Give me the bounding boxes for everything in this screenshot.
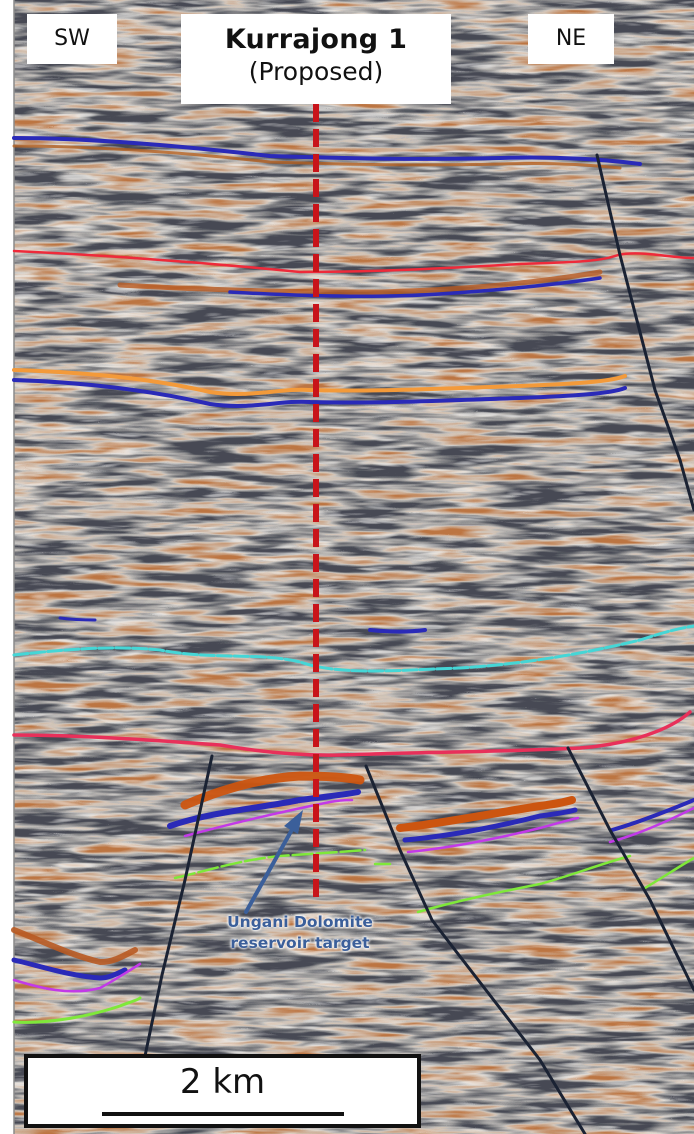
reservoir-orange-left: [180, 771, 365, 810]
scale-label: 2 km: [179, 1062, 266, 1102]
horizon-green-far-right: [643, 856, 694, 890]
reservoir-purple-left: [183, 798, 354, 838]
horizon-orange-middle: [12, 368, 627, 396]
lower-left-blue: [11, 957, 128, 981]
horizon-green-mid: [173, 848, 367, 880]
scale-bar: [102, 1112, 344, 1116]
fault-right: [566, 746, 694, 992]
target-annotation-line2: reservoir target: [230, 934, 370, 952]
fault-center: [364, 764, 587, 1134]
faults: [143, 153, 694, 1134]
reservoir-right-edge: [608, 806, 694, 844]
horizon-cyan: [12, 624, 694, 673]
reservoir-blue-right: [402, 807, 578, 843]
direction-label-sw: SW: [27, 14, 117, 64]
lower-left-purple: [12, 962, 142, 993]
target-annotation-line1: Ungani Dolomite: [227, 913, 373, 931]
lower-left-orange: [11, 927, 138, 965]
horizons: [11, 136, 694, 1024]
direction-label-ne: NE: [528, 14, 614, 64]
horizon-orange-blue-upper: [117, 269, 603, 295]
horizon-blue-upper: [12, 136, 642, 166]
horizon-blue-upper-shadow: [12, 144, 622, 170]
reservoir-orange-right: [396, 796, 576, 832]
reservoir-right-edge-blue: [610, 798, 694, 832]
reservoir-blue-left: [167, 789, 361, 829]
lower-left-green: [12, 996, 142, 1024]
well-label-box: Kurrajong 1 (Proposed): [181, 14, 451, 104]
reservoir-purple-right: [406, 816, 580, 854]
horizon-green-right: [416, 854, 632, 914]
horizon-pink: [12, 710, 692, 757]
horizon-blue-middle: [12, 378, 627, 408]
fault-left: [143, 754, 214, 1058]
horizon-blue-mid1: [228, 276, 602, 298]
scale-bar-box: 2 km: [24, 1054, 421, 1128]
target-arrow: [244, 810, 303, 914]
target-annotation: Ungani Dolomite reservoir target: [185, 912, 415, 954]
well-status: (Proposed): [248, 57, 384, 86]
seismic-texture: [14, 0, 694, 1134]
fault-ne-upper: [595, 153, 694, 512]
well-name: Kurrajong 1: [224, 24, 408, 55]
horizon-blue-lower2: [368, 628, 427, 634]
horizon-blue-lower1: [58, 616, 97, 622]
